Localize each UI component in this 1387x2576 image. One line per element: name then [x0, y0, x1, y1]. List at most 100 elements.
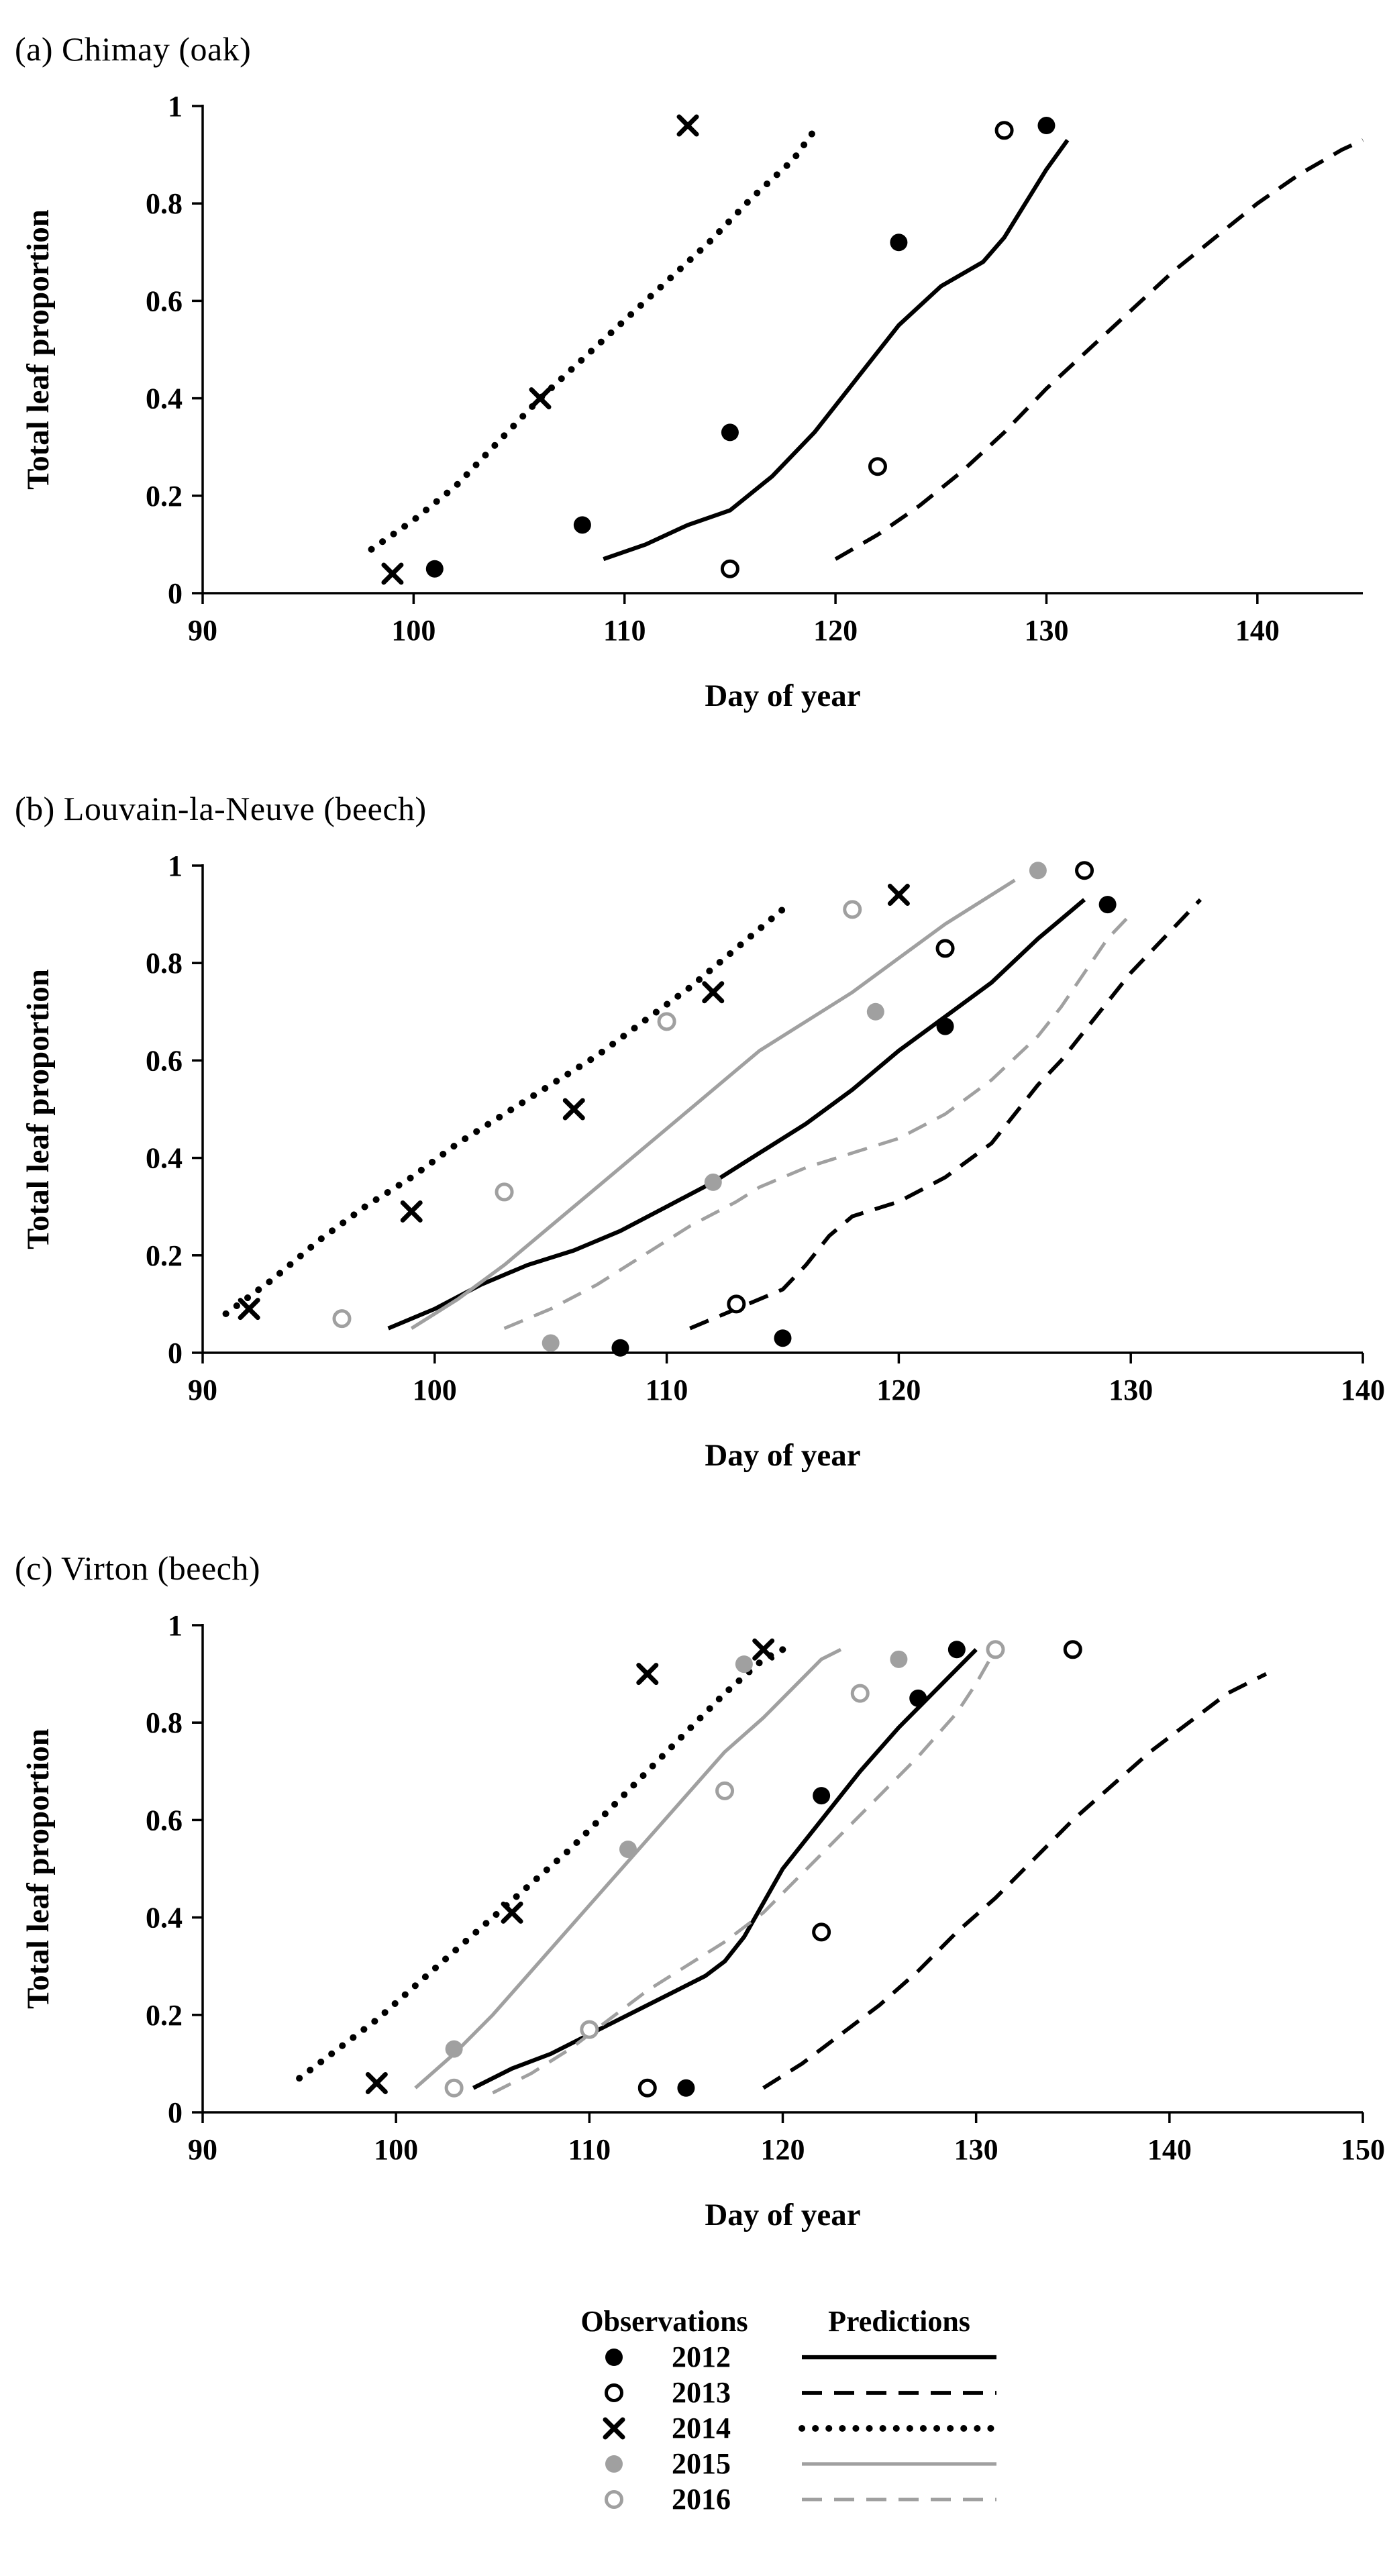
- panel-a-chart: 90 100 110 120 130 140 0 0.2 0.4 0.6 0.8 1 Day of ye…: [21, 90, 1364, 713]
- legend-observations-header: Observations: [580, 2305, 748, 2338]
- y-tick-label: 0.2: [146, 480, 183, 513]
- x-axis-title: Day of year: [705, 678, 860, 713]
- x-tick-label: 130: [954, 2133, 998, 2166]
- marker-circle-filled: [605, 2455, 623, 2473]
- observations-2016: [444, 1640, 1005, 2098]
- marker-circle-open: [637, 2078, 657, 2098]
- legend-year-label: 2012: [672, 2340, 731, 2373]
- y-tick-label: 0: [168, 2096, 183, 2129]
- marker-circle-filled: [735, 1655, 753, 1673]
- y-tick-label: 0.2: [146, 1239, 183, 1272]
- marker-circle-open: [986, 1640, 1005, 1659]
- marker-circle-filled: [890, 1650, 908, 1668]
- y-axis-title: Total leaf proportion: [21, 969, 56, 1249]
- marker-circle-open: [1063, 1640, 1082, 1659]
- marker-circle-filled: [774, 1329, 792, 1347]
- axes: 90 100 110 120 130 140 0 0.2 0.4 0.6 0.8 1 Day of ye…: [21, 90, 1363, 713]
- x-tick-label: 120: [761, 2133, 805, 2166]
- y-axis-title: Total leaf proportion: [21, 209, 56, 490]
- prediction-line-2016: [492, 1649, 997, 2095]
- marker-x: [676, 114, 699, 137]
- marker-x: [529, 387, 552, 410]
- marker-circle-filled: [813, 1787, 831, 1805]
- y-tick-label: 1: [168, 849, 183, 882]
- x-tick-label: 130: [1109, 1374, 1153, 1406]
- marker-x: [381, 562, 404, 585]
- legend-predictions-header: Predictions: [828, 2305, 970, 2338]
- x-tick-label: 90: [188, 2133, 217, 2166]
- marker-circle-open: [444, 2078, 464, 2098]
- legend-marker-cell: [577, 2376, 651, 2410]
- legend-line-2016: [802, 2497, 996, 2501]
- marker-circle-filled: [1029, 862, 1047, 880]
- marker-circle-filled: [611, 1339, 629, 1357]
- legend-line-cell: [792, 2412, 1007, 2445]
- observations-2012: [611, 896, 1117, 1357]
- y-tick-label: 0.8: [146, 947, 183, 980]
- legend-line-2014: [799, 2424, 1000, 2432]
- x-tick-label: 100: [413, 1374, 457, 1406]
- y-tick-label: 0.6: [146, 1044, 183, 1077]
- observations-2015: [542, 862, 1047, 1352]
- observations-2016: [332, 900, 862, 1329]
- y-tick-label: 0.6: [146, 1804, 183, 1837]
- y-tick-label: 0.8: [146, 1706, 183, 1739]
- marker-circle-open: [720, 559, 739, 578]
- observations-2013: [720, 121, 1014, 578]
- prediction-line-2014: [368, 127, 818, 553]
- legend-marker-cell: [577, 2340, 651, 2374]
- marker-circle-open: [580, 2020, 599, 2039]
- marker-circle-open: [994, 121, 1014, 140]
- marker-circle-filled: [445, 2040, 463, 2058]
- legend-year-label: 2014: [672, 2412, 731, 2444]
- marker-circle-filled: [1098, 896, 1117, 914]
- legend-marker-cell: [577, 2483, 651, 2516]
- marker-x: [887, 884, 910, 907]
- prediction-line-2012: [387, 898, 1086, 1331]
- marker-circle-filled: [573, 516, 591, 534]
- marker-circle-filled: [866, 1002, 884, 1021]
- y-tick-label: 0.8: [146, 187, 183, 220]
- marker-circle-open: [935, 939, 955, 958]
- legend-marker-2015: [605, 2455, 623, 2473]
- prediction-line-2015: [414, 1647, 842, 2090]
- marker-circle-open: [727, 1294, 746, 1314]
- y-tick-label: 0.6: [146, 285, 183, 317]
- marker-x: [603, 2417, 625, 2439]
- observations-2013: [727, 861, 1094, 1314]
- legend-line-2015: [802, 2461, 996, 2466]
- x-tick-label: 120: [876, 1374, 921, 1406]
- observations-2012: [677, 1641, 966, 2097]
- marker-x: [400, 1200, 423, 1223]
- legend-year-label: 2013: [672, 2376, 731, 2409]
- marker-circle-open: [605, 2489, 623, 2509]
- marker-circle-filled: [909, 1689, 927, 1707]
- observations-2014: [381, 114, 699, 585]
- observation-markers: [365, 1638, 1082, 2098]
- legend-line-cell: [792, 2447, 1007, 2481]
- panel-a-title: (a) Chimay (oak): [15, 30, 252, 68]
- x-tick-label: 100: [374, 2133, 418, 2166]
- x-tick-label: 140: [1147, 2133, 1192, 2166]
- x-tick-label: 110: [603, 614, 646, 647]
- panel-a: (a) Chimay (oak) 90 100 110 120 130 140 0 0.2 0.…: [0, 30, 1387, 769]
- marker-circle-open: [812, 1922, 831, 1942]
- observations-2015: [445, 1650, 908, 2058]
- legend-year-label: 2015: [672, 2447, 731, 2480]
- x-tick-label: 100: [391, 614, 435, 647]
- x-tick-label: 90: [188, 1374, 217, 1406]
- observations-2012: [425, 117, 1056, 578]
- marker-circle-open: [1075, 861, 1094, 880]
- prediction-lines: [296, 1646, 1268, 2095]
- x-axis-title: Day of year: [705, 2198, 860, 2232]
- legend-marker-2016: [605, 2489, 623, 2509]
- prediction-line-2015: [410, 878, 1016, 1330]
- panel-c-title: (c) Virton (beech): [15, 1549, 261, 1587]
- marker-circle-filled: [619, 1840, 637, 1858]
- legend-marker-cell: [577, 2412, 651, 2445]
- y-tick-label: 0: [168, 577, 183, 610]
- prediction-line-2013: [689, 898, 1202, 1331]
- prediction-line-2013: [834, 138, 1364, 561]
- legend-year-label: 2016: [672, 2483, 731, 2516]
